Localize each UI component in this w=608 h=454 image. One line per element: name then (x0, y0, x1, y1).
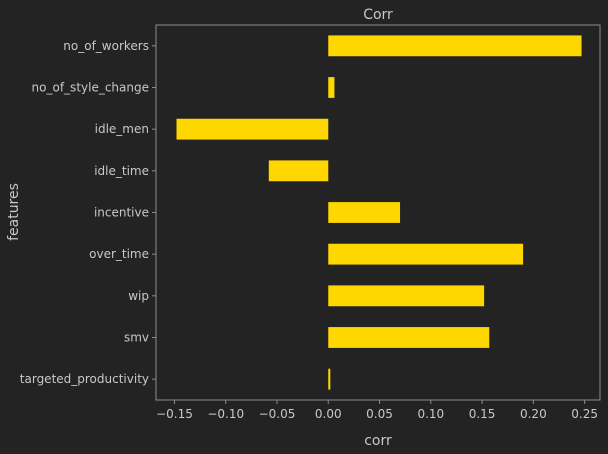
bar-wip (328, 285, 485, 307)
x-axis-label: corr (364, 433, 392, 449)
x-tick-label: 0.05 (366, 407, 393, 421)
x-tick-label: 0.25 (571, 407, 598, 421)
y-tick-label: no_of_style_change (32, 81, 149, 95)
y-tick-label: over_time (89, 247, 149, 261)
chart-title: Corr (363, 7, 393, 23)
bar-incentive (328, 202, 401, 223)
x-tick-label: −0.15 (156, 407, 193, 421)
bar-over-time (328, 243, 524, 265)
bar-targeted-productivity (328, 368, 331, 390)
x-tick-label: 0.15 (469, 407, 496, 421)
y-tick-label: targeted_productivity (20, 372, 149, 386)
x-tick-label: 0.10 (417, 407, 444, 421)
x-tick-labels: −0.15 −0.10 −0.05 0.00 0.05 0.10 0.15 0.20 0.25 (156, 400, 598, 421)
y-tick-label: smv (124, 331, 149, 345)
y-tick-label: idle_men (95, 122, 149, 136)
bar-idle-time (268, 160, 329, 182)
bars-group (176, 35, 582, 390)
x-tick-label: −0.05 (259, 407, 296, 421)
x-tick-label: 0.00 (315, 407, 342, 421)
bar-no-of-style-change (328, 77, 335, 98)
y-tick-labels: targeted_productivity smv wip over_time ince… (20, 39, 156, 386)
bar-no-of-workers (328, 35, 582, 57)
bar-smv (328, 327, 490, 348)
x-tick-label: −0.10 (207, 407, 244, 421)
x-tick-label: 0.20 (520, 407, 547, 421)
y-tick-label: idle_time (94, 164, 149, 178)
y-tick-label: no_of_workers (63, 39, 149, 53)
y-tick-label: incentive (94, 206, 149, 220)
bar-idle-men (176, 118, 329, 140)
y-axis-label: features (6, 183, 22, 241)
y-tick-label: wip (128, 289, 149, 303)
